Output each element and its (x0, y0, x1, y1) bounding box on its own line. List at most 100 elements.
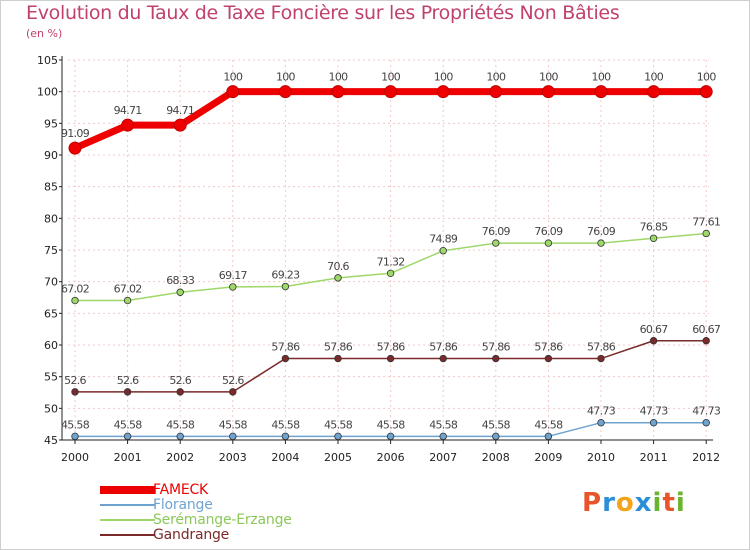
data-label: 100 (539, 71, 559, 84)
data-label: 76.09 (534, 225, 563, 238)
legend-item: Florange (100, 496, 292, 513)
data-label: 45.58 (324, 418, 353, 431)
data-point (386, 354, 395, 363)
logo-letter: P (582, 488, 603, 518)
data-point (121, 118, 135, 132)
data-point (436, 85, 450, 99)
logo-letter: o (615, 488, 635, 518)
data-point (386, 269, 395, 278)
data-point (71, 296, 79, 305)
data-label: 52.6 (169, 374, 191, 387)
x-tick-label: 2001 (114, 451, 142, 464)
data-point (229, 388, 237, 396)
data-label: 74.89 (429, 233, 458, 246)
data-label: 57.86 (377, 341, 406, 354)
x-tick-label: 2003 (219, 451, 247, 464)
data-point (699, 85, 713, 99)
chart-title: Evolution du Taux de Taxe Foncière sur l… (26, 2, 620, 24)
data-point (492, 354, 500, 363)
data-point (597, 419, 605, 427)
data-point (176, 388, 184, 396)
data-point (281, 354, 290, 363)
data-point (649, 234, 658, 242)
x-tick-label: 2010 (587, 451, 615, 464)
data-point (544, 432, 553, 441)
data-point (544, 354, 553, 363)
data-point (544, 239, 553, 247)
data-point (71, 432, 79, 441)
legend-label: FAMECK (153, 481, 209, 498)
data-label: 45.58 (114, 418, 143, 431)
data-point (176, 432, 184, 441)
data-label: 100 (434, 71, 454, 84)
unit-label: (en %) (26, 27, 63, 40)
data-point (541, 85, 555, 99)
data-label: 57.86 (587, 341, 616, 354)
data-label: 57.86 (271, 341, 300, 354)
data-point (278, 85, 292, 99)
y-tick-label: 90 (44, 149, 58, 162)
data-point (702, 229, 710, 238)
data-point (176, 288, 184, 296)
y-tick-label: 50 (44, 402, 58, 415)
data-label: 76.09 (482, 225, 511, 238)
x-tick-label: 2005 (324, 451, 352, 464)
data-label: 45.58 (534, 418, 563, 431)
data-label: 69.23 (271, 269, 300, 282)
data-point (649, 419, 658, 427)
y-tick-label: 75 (44, 244, 58, 257)
data-label: 69.17 (219, 269, 248, 282)
y-tick-label: 100 (37, 86, 58, 99)
data-label: 45.58 (482, 418, 511, 431)
data-label: 91.09 (61, 127, 90, 140)
data-point (123, 388, 132, 396)
x-tick-label: 2009 (534, 451, 562, 464)
data-label: 57.86 (429, 341, 458, 354)
data-label: 100 (644, 71, 664, 84)
data-label: 94.71 (114, 104, 142, 117)
data-point (334, 432, 342, 441)
x-tick-label: 2012 (692, 451, 720, 464)
legend-label: Serémange-Erzange (153, 511, 292, 528)
legend-item: Serémange-Erzange (100, 511, 292, 528)
data-label: 68.33 (166, 274, 195, 287)
data-label: 67.02 (61, 283, 89, 296)
data-label: 100 (381, 71, 401, 84)
data-label: 100 (697, 71, 717, 84)
x-tick-label: 2000 (61, 451, 89, 464)
data-point (647, 85, 661, 99)
data-point (649, 337, 658, 345)
legend-swatch (100, 518, 155, 521)
legend-item: FAMECK (100, 481, 292, 498)
data-label: 60.67 (692, 323, 721, 336)
logo-letter: i (675, 488, 686, 518)
legend-swatch (100, 485, 155, 494)
legend-item: Gandrange (100, 526, 292, 543)
data-point (334, 354, 342, 363)
legend: FAMECK Florange Serémange-Erzange Gandrange (100, 481, 292, 543)
data-point (489, 85, 503, 99)
data-label: 52.6 (222, 374, 244, 387)
legend-label: Florange (153, 496, 213, 513)
data-label: 57.86 (324, 341, 353, 354)
data-point (702, 419, 710, 427)
data-label: 45.58 (166, 418, 195, 431)
x-tick-label: 2004 (271, 451, 299, 464)
data-label: 45.58 (271, 418, 300, 431)
data-label: 71.32 (377, 255, 405, 268)
data-point (281, 432, 290, 441)
y-tick-label: 60 (44, 339, 58, 352)
data-label: 45.58 (429, 418, 458, 431)
data-point (702, 337, 710, 345)
data-point (492, 432, 500, 441)
legend-swatch (100, 503, 155, 506)
data-point (439, 432, 447, 441)
y-tick-label: 65 (44, 307, 58, 320)
data-point (226, 85, 240, 99)
data-label: 100 (223, 71, 243, 84)
data-label: 76.85 (640, 220, 669, 233)
legend-label: Gandrange (153, 526, 230, 543)
data-point (123, 296, 132, 305)
data-point (123, 432, 132, 441)
